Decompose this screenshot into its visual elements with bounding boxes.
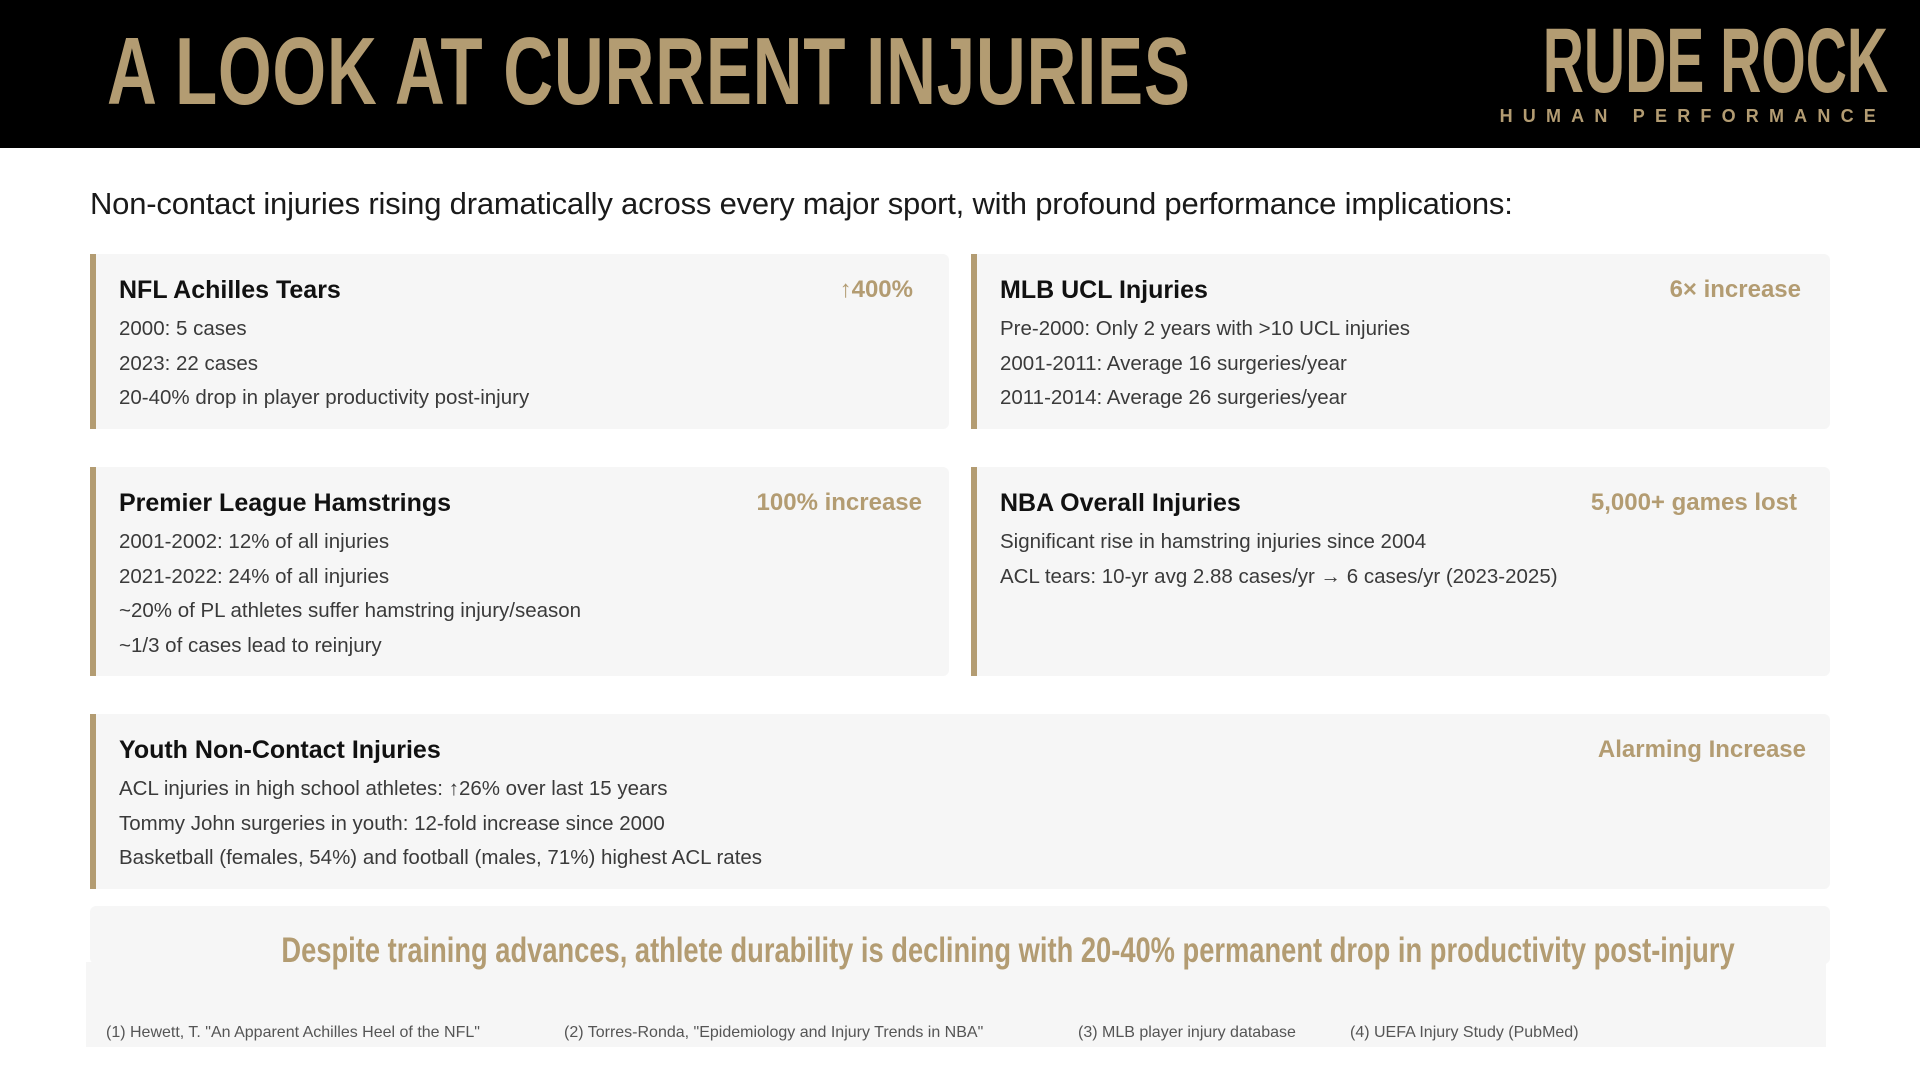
card-stat: 5,000+ games lost: [1590, 489, 1797, 516]
card-line: 2023: 22 cases: [119, 351, 259, 375]
references-panel: (1) Hewett, T. "An Apparent Achilles Hee…: [86, 962, 1826, 1047]
card-nfl-achilles: NFL Achilles Tears ↑400% 2000: 5 cases 2…: [90, 254, 949, 429]
brand-logo: RUDE ROCK HUMAN PERFORMANCE: [1500, 10, 1888, 128]
card-title: NBA Overall Injuries: [1000, 489, 1241, 517]
key-takeaway-text: Despite training advances, athlete durab…: [281, 931, 1735, 970]
card-details: 2000: 5 cases 2023: 22 cases 20-40% drop…: [119, 312, 529, 416]
card-line: ~1/3 of cases lead to reinjury: [119, 633, 382, 657]
card-line: Basketball (females, 54%) and football (…: [119, 846, 763, 870]
card-details: 2001-2002: 12% of all injuries 2021-2022…: [119, 525, 581, 663]
card-line: 2001-2011: Average 16 surgeries/year: [1000, 351, 1347, 375]
card-youth-injuries: Youth Non-Contact Injuries Alarming Incr…: [90, 714, 1830, 889]
card-premier-league-hamstrings: Premier League Hamstrings 100% increase …: [90, 467, 949, 676]
key-takeaway-banner: Despite training advances, athlete durab…: [90, 906, 1830, 970]
reference-2: (2) Torres-Ronda, "Epidemiology and Inju…: [564, 1024, 984, 1041]
card-line: Pre-2000: Only 2 years with >10 UCL inju…: [1000, 317, 1410, 340]
header-bar: A LOOK AT CURRENT INJURIES RUDE ROCK HUM…: [0, 0, 1920, 148]
card-line: Significant rise in hamstring injuries s…: [1000, 530, 1427, 553]
reference-3: (3) MLB player injury database: [1078, 1024, 1296, 1041]
card-details: ACL injuries in high school athletes: ↑2…: [119, 772, 762, 876]
card-line: Tommy John surgeries in youth: 12-fold i…: [119, 811, 665, 835]
card-title: NFL Achilles Tears: [119, 276, 341, 304]
card-line: ACL tears: 10-yr avg 2.88 cases/yr → 6 c…: [1000, 564, 1558, 588]
card-nba-injuries: NBA Overall Injuries 5,000+ games lost S…: [971, 467, 1830, 676]
card-stat: 100% increase: [756, 489, 922, 516]
card-details: Pre-2000: Only 2 years with >10 UCL inju…: [1000, 312, 1410, 416]
card-line: 2011-2014: Average 26 surgeries/year: [1000, 386, 1347, 410]
card-stat: Alarming Increase: [1597, 736, 1806, 763]
card-line: 2021-2022: 24% of all injuries: [119, 564, 390, 588]
card-stat: 6× increase: [1669, 276, 1801, 303]
reference-1: (1) Hewett, T. "An Apparent Achilles Hee…: [106, 1024, 480, 1041]
card-line: ~20% of PL athletes suffer hamstring inj…: [119, 599, 582, 623]
reference-4: (4) UEFA Injury Study (PubMed): [1350, 1024, 1579, 1041]
card-line: 2000: 5 cases: [119, 317, 247, 340]
card-line: 20-40% drop in player productivity post-…: [119, 386, 530, 410]
card-title: MLB UCL Injuries: [1000, 276, 1208, 304]
card-mlb-ucl: MLB UCL Injuries 6× increase Pre-2000: O…: [971, 254, 1830, 429]
card-line: ACL injuries in high school athletes: ↑2…: [119, 777, 668, 800]
page-title: A LOOK AT CURRENT INJURIES: [107, 18, 1191, 125]
card-title: Youth Non-Contact Injuries: [119, 736, 441, 764]
card-title: Premier League Hamstrings: [119, 489, 452, 517]
intro-statement: Non-contact injuries rising dramatically…: [90, 186, 1513, 221]
card-stat: ↑400%: [839, 276, 913, 303]
card-line: 2001-2002: 12% of all injuries: [119, 530, 390, 553]
logo-tagline: HUMAN PERFORMANCE: [1499, 106, 1886, 126]
logo-wordmark: RUDE ROCK: [1542, 10, 1888, 112]
card-details: Significant rise in hamstring injuries s…: [1000, 525, 1558, 594]
